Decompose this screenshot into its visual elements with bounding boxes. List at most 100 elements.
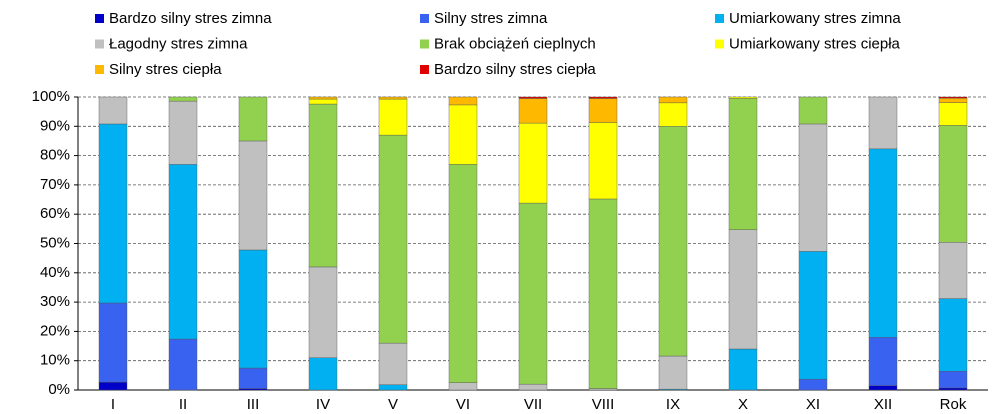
bar-segment: [798, 251, 828, 380]
y-tick-label: 100%: [32, 88, 70, 105]
legend-label: Bardzo silny stres ciepła: [434, 61, 596, 78]
bar-segment: [518, 96, 548, 99]
legend-label: Silny stres zimna: [434, 10, 548, 27]
x-tick-label: V: [388, 396, 398, 413]
legend-swatch: [420, 39, 429, 49]
bar-segment: [168, 338, 198, 391]
bar-segment: [378, 342, 408, 385]
legend-swatch: [95, 14, 104, 23]
legend-swatch: [715, 39, 724, 49]
x-tick-label: VI: [456, 396, 470, 413]
bar-segment: [98, 381, 128, 391]
x-tick-label: III: [247, 396, 260, 413]
bar-segment: [798, 96, 828, 125]
bar-segment: [938, 387, 968, 391]
bar-segment: [938, 298, 968, 372]
bar-segment: [98, 96, 128, 125]
legend-swatch: [95, 39, 104, 49]
bar-segment: [728, 98, 758, 230]
bar-segment: [238, 140, 268, 251]
y-tick-label: 70%: [40, 176, 70, 193]
bar-segment: [378, 384, 408, 391]
bar-segment: [588, 96, 618, 99]
x-tick-label: VII: [524, 396, 542, 413]
x-tick-label: XI: [806, 396, 820, 413]
bar-segment: [658, 126, 688, 357]
y-tick-label: 50%: [40, 234, 70, 251]
bar-segment: [518, 202, 548, 385]
y-tick-label: 10%: [40, 352, 70, 369]
legend-swatch: [420, 14, 429, 23]
x-tick-label: IX: [666, 396, 680, 413]
bar-segment: [308, 98, 338, 105]
bar-segment: [938, 125, 968, 243]
bar-segment: [168, 96, 198, 102]
bar-segment: [378, 134, 408, 344]
y-tick-label: 30%: [40, 293, 70, 310]
bar-segment: [588, 388, 618, 391]
legend-label: Umiarkowany stres ciepła: [729, 35, 901, 52]
bar-segment: [938, 102, 968, 126]
bar-segment: [98, 123, 128, 304]
bar-segment: [728, 229, 758, 350]
bar-segment: [378, 96, 408, 100]
bar-segment: [868, 148, 898, 338]
bar-segment: [448, 104, 478, 165]
bar-segment: [448, 96, 478, 106]
bar-segment: [868, 337, 898, 386]
bar-segment: [308, 357, 338, 391]
bar-segment: [588, 198, 618, 389]
legend-swatch: [715, 14, 724, 23]
y-tick-label: 90%: [40, 117, 70, 134]
bar-segment: [238, 367, 268, 389]
bar-segment: [378, 98, 408, 136]
y-tick-label: 60%: [40, 205, 70, 222]
bar-segment: [868, 96, 898, 150]
bar-segment: [938, 96, 968, 99]
bar-segment: [448, 164, 478, 383]
bar-segment: [798, 123, 828, 252]
bar-segment: [168, 100, 198, 165]
legend-label: Brak obciążeń cieplnych: [434, 35, 596, 52]
bar-segment: [448, 382, 478, 391]
x-tick-label: XII: [874, 396, 892, 413]
bar-segment: [868, 385, 898, 391]
bar-segment: [238, 388, 268, 391]
y-tick-label: 80%: [40, 147, 70, 164]
x-tick-label: X: [738, 396, 748, 413]
bar-segment: [308, 266, 338, 358]
x-tick-label: I: [111, 396, 115, 413]
bar-segment: [98, 302, 128, 383]
bar-segment: [518, 122, 548, 204]
x-tick-label: Rok: [940, 396, 967, 413]
legend-label: Bardzo silny stres zimna: [109, 10, 272, 27]
bar-segment: [308, 96, 338, 100]
y-tick-label: 40%: [40, 264, 70, 281]
bar-segment: [238, 96, 268, 142]
bar-segment: [658, 96, 688, 104]
bar-segment: [938, 242, 968, 299]
bar-segment: [728, 348, 758, 391]
y-tick-label: 20%: [40, 322, 70, 339]
bar-segment: [588, 98, 618, 123]
bar-segment: [168, 164, 198, 340]
y-tick-label: 0%: [48, 381, 70, 398]
x-tick-label: IV: [316, 396, 330, 413]
bar-segment: [588, 122, 618, 200]
x-tick-label: II: [179, 396, 187, 413]
legend-label: Umiarkowany stres zimna: [729, 10, 901, 27]
legend-swatch: [95, 65, 104, 74]
bar-segment: [658, 355, 688, 390]
legend-label: Silny stres ciepła: [109, 61, 222, 78]
bar-segment: [938, 97, 968, 103]
bar-segment: [518, 98, 548, 124]
legend-swatch: [420, 65, 429, 74]
bar-segment: [658, 102, 688, 127]
bar-segment: [308, 103, 338, 268]
bar-segment: [238, 249, 268, 369]
bar-segment: [518, 383, 548, 391]
bar-segment: [938, 371, 968, 389]
legend-label: Łagodny stres zimna: [109, 35, 248, 52]
bar-segment: [798, 378, 828, 391]
